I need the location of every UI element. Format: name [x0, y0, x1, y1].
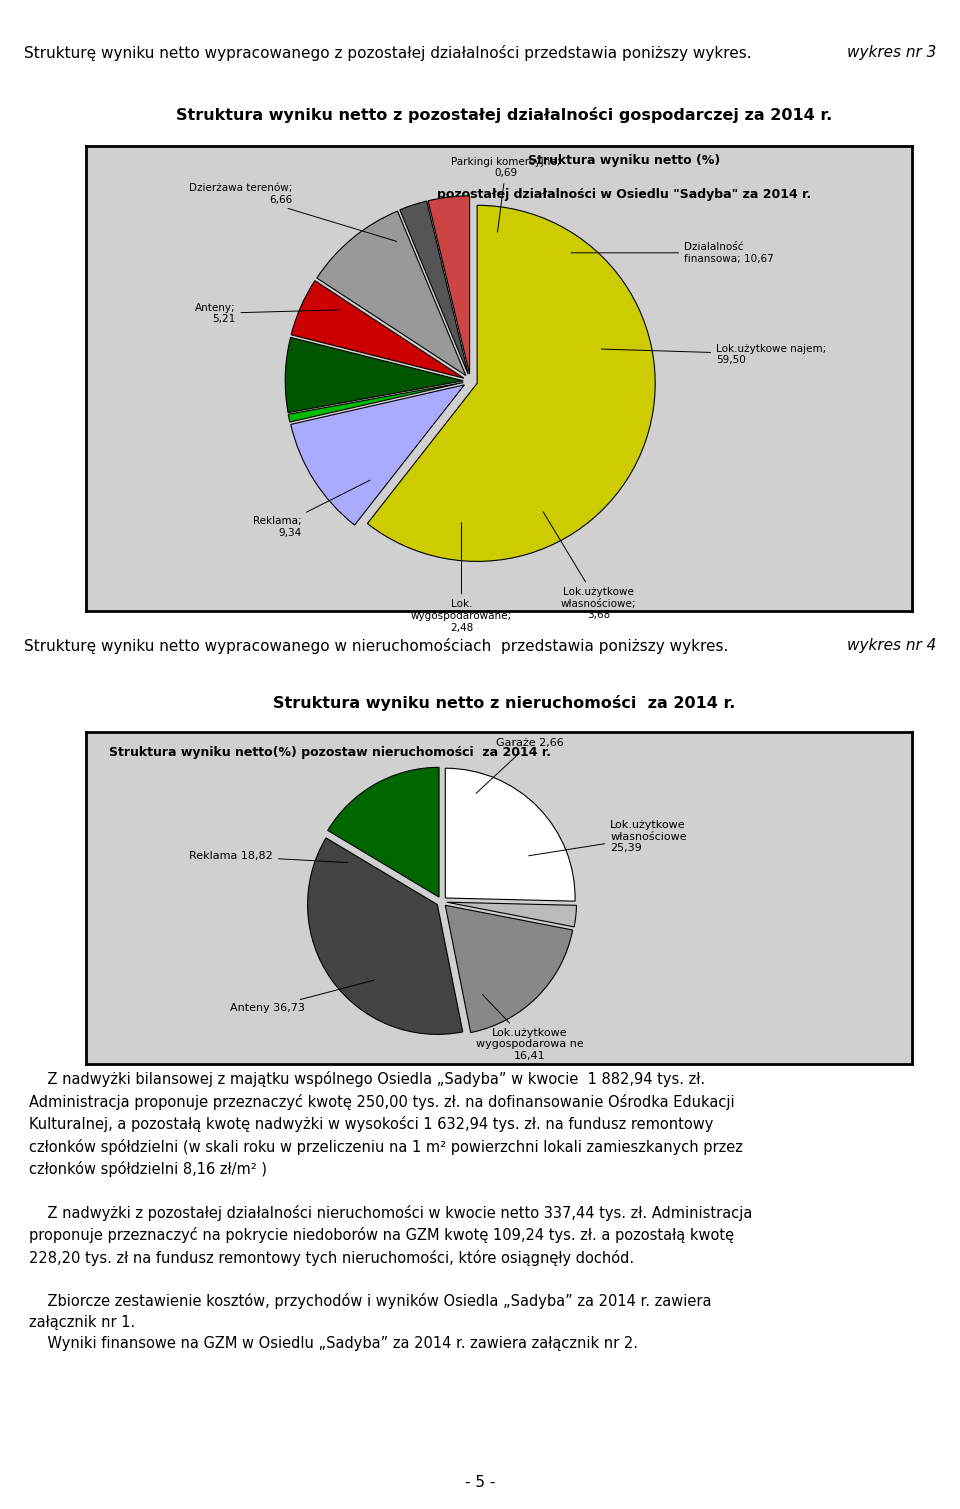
Wedge shape — [399, 201, 468, 374]
Text: Lok.użytkowe
własnościowe
25,39: Lok.użytkowe własnościowe 25,39 — [529, 819, 687, 856]
Text: wykres nr 3: wykres nr 3 — [847, 45, 936, 60]
Text: wykres nr 4: wykres nr 4 — [847, 638, 936, 653]
Wedge shape — [445, 768, 575, 901]
Text: Struktura wyniku netto(%) pozostaw nieruchomości  za 2014 r.: Struktura wyniku netto(%) pozostaw nieru… — [109, 747, 551, 759]
Text: Garaże 2,66: Garaże 2,66 — [476, 738, 564, 794]
Wedge shape — [428, 196, 469, 374]
Text: Struktura wyniku netto z nieruchomości  za 2014 r.: Struktura wyniku netto z nieruchomości z… — [273, 696, 735, 711]
Text: Strukturę wyniku netto wypracowanego w nieruchomościach  przedstawia poniższy wy: Strukturę wyniku netto wypracowanego w n… — [24, 638, 729, 653]
Wedge shape — [307, 837, 463, 1034]
Wedge shape — [291, 281, 464, 379]
Text: Anteny 36,73: Anteny 36,73 — [230, 981, 374, 1013]
Text: Lok.użytkowe najem;
59,50: Lok.użytkowe najem; 59,50 — [601, 344, 827, 365]
Text: Lok.
wygospodarowane;
2,48: Lok. wygospodarowane; 2,48 — [411, 522, 512, 632]
Text: Lok.użytkowe
własnościowe;
3,68: Lok.użytkowe własnościowe; 3,68 — [543, 512, 636, 620]
Wedge shape — [291, 385, 465, 525]
Text: Reklama 18,82: Reklama 18,82 — [189, 851, 348, 863]
Text: Struktura wyniku netto z pozostałej działalności gospodarczej za 2014 r.: Struktura wyniku netto z pozostałej dzia… — [176, 107, 832, 122]
Text: Struktura wyniku netto (%): Struktura wyniku netto (%) — [528, 154, 720, 167]
Text: Parkingi komercyjne;
0,69: Parkingi komercyjne; 0,69 — [451, 157, 561, 232]
Text: pozostałej działalności w Osiedlu "Sadyba" za 2014 r.: pozostałej działalności w Osiedlu "Sadyb… — [437, 189, 811, 201]
Text: Dzierżawa terenów;
6,66: Dzierżawa terenów; 6,66 — [189, 183, 396, 241]
Text: Anteny;
5,21: Anteny; 5,21 — [195, 303, 340, 324]
Wedge shape — [445, 905, 573, 1032]
Text: Z nadwyżki bilansowej z majątku wspólnego Osiedla „Sadyba” w kwocie  1 882,94 ty: Z nadwyżki bilansowej z majątku wspólneg… — [29, 1071, 753, 1352]
Wedge shape — [317, 211, 466, 376]
Wedge shape — [368, 205, 655, 561]
Wedge shape — [446, 902, 577, 927]
Text: Dzialalność
finansowa; 10,67: Dzialalność finansowa; 10,67 — [571, 241, 774, 264]
Wedge shape — [285, 338, 464, 412]
Wedge shape — [327, 768, 439, 898]
Text: - 5 -: - 5 - — [465, 1476, 495, 1489]
Text: Lok.użytkowe
wygospodarowa ne
16,41: Lok.użytkowe wygospodarowa ne 16,41 — [476, 994, 584, 1061]
Text: Strukturę wyniku netto wypracowanego z pozostałej działalności przedstawia poniż: Strukturę wyniku netto wypracowanego z p… — [24, 45, 752, 60]
Text: Reklama;
9,34: Reklama; 9,34 — [252, 480, 370, 537]
Wedge shape — [288, 382, 464, 423]
